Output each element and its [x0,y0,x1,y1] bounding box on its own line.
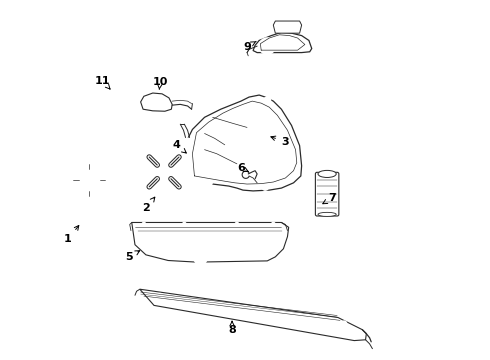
Circle shape [79,170,99,190]
Circle shape [186,166,209,188]
Text: 4: 4 [172,140,186,153]
Circle shape [157,293,163,299]
Circle shape [235,222,239,226]
Circle shape [73,163,106,197]
Text: 2: 2 [142,197,155,213]
Circle shape [65,162,71,167]
Circle shape [271,222,276,226]
Circle shape [263,42,271,50]
Circle shape [67,158,112,202]
Circle shape [186,144,190,148]
Text: 10: 10 [152,77,168,90]
Text: 1: 1 [64,225,79,244]
Circle shape [113,177,119,183]
Ellipse shape [318,212,336,216]
Circle shape [57,148,122,212]
Circle shape [142,222,147,226]
Circle shape [137,144,192,199]
Text: 7: 7 [323,193,336,204]
Circle shape [133,140,196,203]
Polygon shape [132,222,289,262]
Circle shape [147,97,159,109]
Circle shape [142,150,186,194]
Polygon shape [141,93,172,111]
Ellipse shape [318,170,336,177]
Circle shape [263,96,271,104]
Circle shape [99,91,122,113]
Circle shape [292,167,299,175]
Circle shape [51,141,128,219]
Circle shape [186,172,195,180]
Circle shape [159,167,170,177]
Polygon shape [140,289,367,341]
Circle shape [186,144,195,152]
FancyBboxPatch shape [316,172,339,216]
Text: 5: 5 [125,251,140,262]
Circle shape [180,160,214,194]
Polygon shape [184,95,302,191]
Circle shape [261,183,270,191]
Circle shape [155,163,173,181]
Circle shape [107,98,115,106]
Circle shape [65,193,71,198]
Circle shape [182,141,193,152]
Text: 9: 9 [243,41,256,51]
Circle shape [290,313,297,320]
Text: 8: 8 [228,321,236,335]
Circle shape [196,254,204,262]
Text: 6: 6 [237,163,248,173]
Circle shape [179,138,196,155]
Circle shape [221,304,228,311]
Circle shape [46,136,133,224]
Polygon shape [253,32,312,53]
Circle shape [97,88,125,116]
Circle shape [193,251,208,265]
Circle shape [95,202,100,208]
Circle shape [95,152,100,158]
Text: 3: 3 [271,136,289,147]
Text: 11: 11 [95,76,110,89]
Circle shape [258,37,276,55]
Circle shape [182,222,187,226]
Circle shape [98,89,123,114]
Circle shape [234,158,248,173]
Circle shape [101,92,121,112]
Circle shape [341,320,347,327]
Circle shape [229,154,253,178]
Polygon shape [273,21,302,33]
